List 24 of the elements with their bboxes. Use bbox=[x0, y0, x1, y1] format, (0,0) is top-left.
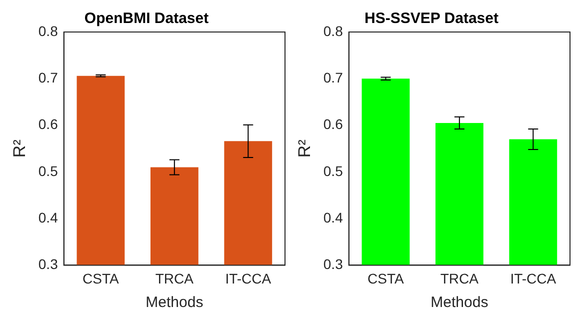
x-tick-label: IT-CCA bbox=[225, 270, 272, 286]
x-tick-label: TRCA bbox=[155, 270, 194, 286]
y-tick-label: 0.4 bbox=[323, 209, 344, 226]
y-tick-label: 0.6 bbox=[38, 116, 58, 132]
x-tick-label: CSTA bbox=[368, 270, 405, 286]
y-tick-label: 0.5 bbox=[38, 162, 58, 179]
y-tick-label: 0.8 bbox=[38, 22, 58, 39]
y-tick-label: 0.5 bbox=[323, 162, 344, 179]
x-tick-label: CSTA bbox=[82, 270, 120, 286]
y-tick-label: 0.4 bbox=[38, 209, 58, 226]
y-tick-label: 0.6 bbox=[323, 116, 344, 132]
y-tick-label: 0.3 bbox=[38, 256, 58, 272]
x-tick-label: TRCA bbox=[440, 270, 480, 286]
y-tick-label: 0.7 bbox=[323, 70, 344, 86]
y-axis-title: R² bbox=[294, 139, 314, 158]
y-tick-label: 0.7 bbox=[38, 70, 58, 86]
y-tick-label: 0.3 bbox=[323, 256, 344, 272]
x-axis-title: Methods bbox=[430, 294, 488, 312]
chart-title: HS-SSVEP Dataset bbox=[364, 10, 498, 28]
y-axis-title: R² bbox=[10, 139, 29, 158]
chart-title: OpenBMI Dataset bbox=[84, 10, 209, 28]
x-tick-label: IT-CCA bbox=[510, 270, 557, 286]
x-axis-title: Methods bbox=[146, 294, 204, 312]
y-tick-label: 0.8 bbox=[323, 22, 344, 39]
